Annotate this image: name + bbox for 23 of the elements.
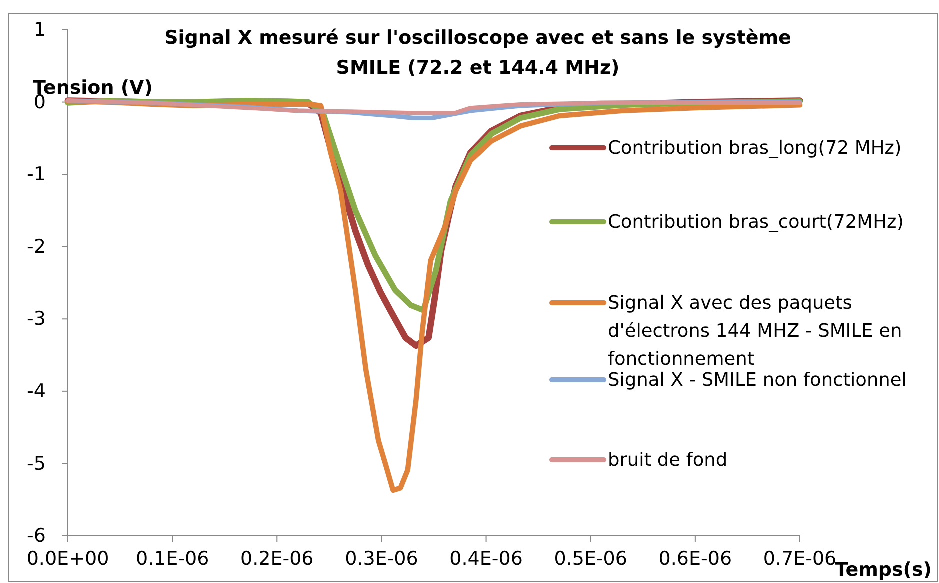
x-tick-label: 0.5E-06 — [554, 548, 628, 570]
y-tick-label: -3 — [27, 308, 46, 330]
x-tick-label: 0.3E-06 — [345, 548, 418, 570]
x-tick-label: 0.2E-06 — [240, 548, 314, 570]
x-tick-label: 0.4E-06 — [450, 548, 523, 570]
y-tick-label: -6 — [27, 525, 46, 548]
y-tick-label: -5 — [27, 452, 46, 475]
legend-label: Contribution bras_court(72MHz) — [608, 212, 904, 233]
y-tick-label: 1 — [34, 19, 46, 42]
line-series — [66, 98, 802, 116]
legend-label: Contribution bras_long(72 MHz) — [608, 138, 902, 159]
y-tick-label: -2 — [27, 236, 46, 258]
x-tick-label: 0.1E-06 — [136, 548, 210, 570]
legend-label: Signal X - SMILE non fonctionnel — [608, 370, 907, 391]
x-axis-title: Temps(s) — [835, 559, 932, 581]
x-tick-label: 0.7E-06 — [763, 548, 837, 570]
x-tick-label: 0.6E-06 — [658, 548, 732, 570]
legend-label: bruit de fond — [608, 450, 728, 471]
y-tick-label: -4 — [27, 380, 46, 403]
x-tick-label: 0.0E+00 — [26, 548, 110, 570]
text: Signal X mesuré sur l'oscilloscope avec et sans le système SMILE (72.2 et 144.4 MHz) — [164, 27, 792, 79]
y-tick-label: -1 — [27, 164, 46, 186]
legend-label: Signal X avec des paquets d'électrons 144 MHZ - SMILE en fonctionnement — [608, 293, 902, 370]
